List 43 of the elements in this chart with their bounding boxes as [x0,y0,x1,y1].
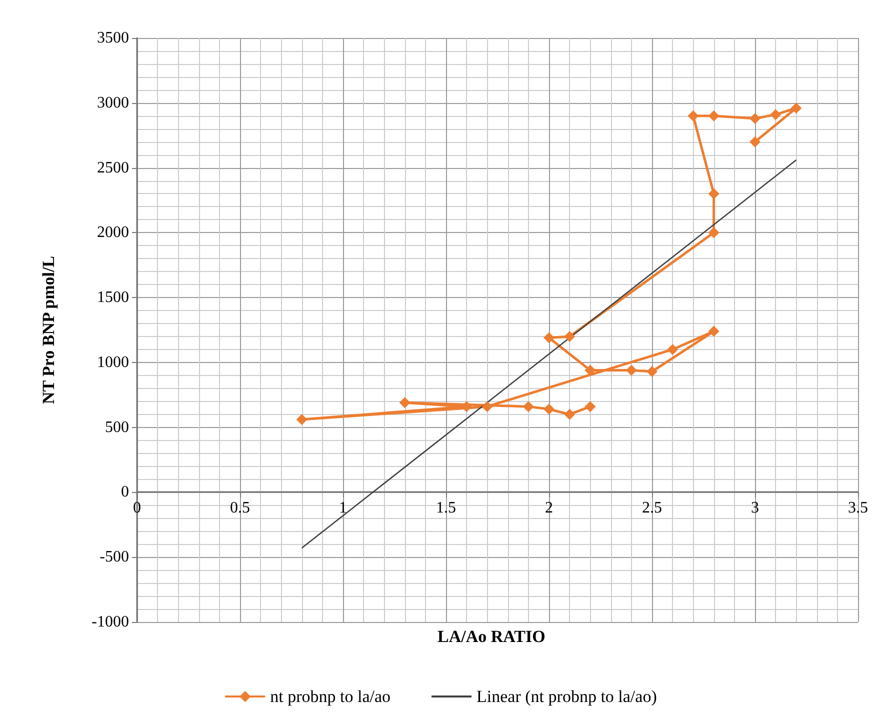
point [708,188,720,200]
point [790,102,802,114]
point [708,110,720,122]
y-tick-label: 3500 [97,30,129,46]
point [750,112,760,124]
y-tick-label: 1000 [97,354,129,371]
legend-label: Linear (nt probnp to la/ao) [476,687,657,706]
point [770,109,782,120]
legend-label: nt probnp to la/ao [270,687,391,706]
x-tick-label: 1.5 [436,500,456,517]
point [522,401,534,412]
point [564,330,576,342]
x-tick-label: 3 [751,500,759,517]
point [646,366,658,378]
x-tick-label: 0.5 [230,500,250,517]
y-axis-title: NT Pro BNP pmol/L [39,256,58,404]
point [399,397,410,408]
point [708,326,720,337]
x-axis-title: LA/Ao RATIO [438,627,546,646]
x-tick-label: 3.5 [848,500,868,517]
y-tick-label: 0 [121,484,129,501]
y-tick-label: 2500 [97,159,129,176]
point [688,110,699,122]
y-tick-label: 3000 [97,94,129,112]
y-tick-label: 2000 [97,224,129,242]
point [584,401,596,412]
point [564,408,576,420]
x-tick-label: 2.5 [642,500,662,517]
y-tick-label: 500 [105,418,129,436]
y-tick-label: 1500 [97,289,129,306]
point [667,344,678,355]
point [544,332,554,344]
x-tick-label: 1 [339,500,347,517]
y-tick-label: -1000 [92,614,129,630]
x-tick-label: 2 [545,500,553,517]
point [296,414,308,426]
x-tick-label: 0 [133,500,141,517]
point [626,364,637,376]
point [482,401,493,412]
point [544,404,554,415]
point [708,227,720,238]
y-tick-label: -500 [100,548,129,566]
point [750,136,760,148]
